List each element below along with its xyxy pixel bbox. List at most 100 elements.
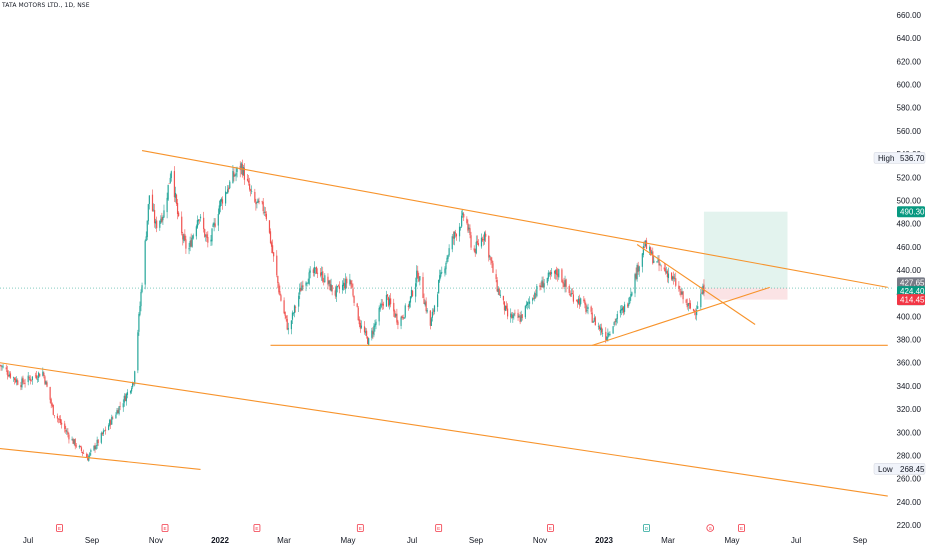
trendline[interactable] [636, 244, 756, 325]
event-earnings-icon[interactable]: E [547, 524, 554, 532]
x-tick-label: Nov [533, 536, 547, 545]
candle [385, 290, 388, 307]
candle [583, 296, 585, 303]
candle [378, 305, 380, 326]
candle [644, 239, 647, 248]
candle [579, 294, 581, 309]
event-label: D [645, 526, 649, 531]
x-axis: Jul Sep Nov 2022 Mar May Jul Sep Nov 2023 Mar May Ju… [23, 536, 868, 545]
trendlines[interactable] [0, 150, 888, 497]
candle [403, 317, 405, 319]
candle [34, 372, 37, 379]
candle [109, 418, 111, 427]
candle [542, 276, 544, 288]
candle [619, 305, 621, 318]
candle [53, 415, 55, 419]
candle [419, 276, 421, 286]
event-earnings-icon[interactable]: E [738, 524, 745, 532]
candle [335, 284, 337, 303]
candle [411, 289, 414, 297]
candle [417, 265, 419, 279]
candle [305, 281, 307, 292]
candle [151, 189, 154, 212]
candle [352, 283, 354, 298]
target-zone [703, 211, 788, 289]
candle [321, 266, 323, 281]
event-dividend-icon[interactable]: D [643, 524, 650, 532]
candle [265, 211, 267, 221]
y-tick-label: 300.00 [897, 428, 922, 437]
candle [499, 290, 501, 299]
candle [262, 198, 264, 215]
trendline[interactable] [0, 447, 201, 470]
candle [675, 272, 677, 288]
x-tick-label: Mar [661, 536, 675, 545]
candle [521, 314, 523, 321]
candle [557, 267, 559, 282]
candle [426, 308, 428, 314]
x-tick-label: Sep [469, 536, 484, 545]
candle [575, 299, 578, 302]
candle [351, 280, 353, 288]
candle [452, 231, 454, 245]
candle [101, 432, 103, 436]
candle [218, 200, 220, 215]
candle [470, 231, 472, 250]
candle [138, 312, 140, 336]
candle [660, 264, 662, 272]
candle [476, 235, 478, 245]
candle [278, 282, 280, 295]
event-earnings-icon[interactable]: E [56, 524, 63, 532]
candle [653, 255, 655, 264]
candle [263, 206, 265, 217]
candle [641, 253, 643, 273]
event-split-icon[interactable]: S [706, 524, 715, 532]
candle [629, 296, 631, 305]
event-earnings-icon[interactable]: E [161, 524, 169, 532]
candle [232, 165, 234, 184]
trendline[interactable] [141, 150, 888, 288]
candle [540, 281, 542, 290]
candle [123, 393, 125, 407]
candle [532, 297, 534, 305]
candle [227, 185, 229, 194]
candle [679, 285, 681, 296]
candle [350, 279, 352, 290]
candle [0, 364, 2, 371]
candle [524, 305, 526, 319]
candle [511, 312, 513, 319]
event-earnings-icon[interactable]: E [356, 524, 364, 532]
candle [615, 318, 617, 326]
candle [536, 284, 538, 298]
candle [228, 185, 230, 193]
candle [372, 327, 374, 339]
candle [561, 268, 563, 283]
candle [527, 298, 530, 309]
prev-close-box [897, 277, 925, 288]
candle [592, 320, 594, 323]
candle [622, 306, 625, 316]
candle [212, 222, 214, 228]
event-earnings-icon[interactable]: E [253, 524, 261, 532]
trendline[interactable] [0, 362, 888, 497]
candle [368, 337, 370, 347]
candle [364, 327, 367, 336]
target-price-label: 490.30 [900, 208, 925, 217]
candle [285, 315, 287, 322]
candle [129, 390, 132, 395]
candle [44, 375, 46, 386]
candle [152, 203, 155, 212]
candle [196, 215, 198, 229]
candle [334, 285, 336, 299]
candle [298, 292, 300, 313]
y-tick-label: 320.00 [897, 405, 922, 414]
trendline[interactable] [592, 286, 770, 346]
candle [1, 364, 3, 371]
candle [65, 425, 67, 434]
candle [568, 284, 570, 296]
candle [554, 270, 556, 279]
event-earnings-icon[interactable]: E [435, 524, 443, 532]
candle [206, 231, 208, 243]
